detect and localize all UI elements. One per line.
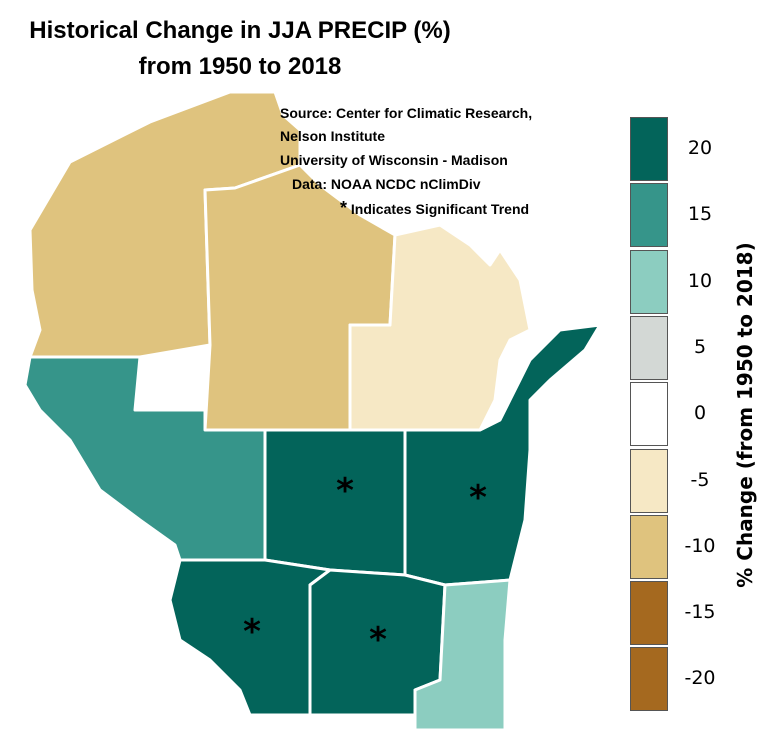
legend-swatch (630, 448, 668, 513)
legend-label: 10 (687, 269, 713, 292)
legend-label: -5 (690, 468, 710, 491)
legend-label: 15 (687, 203, 713, 226)
legend-label: 20 (687, 137, 713, 159)
legend-label: 0 (693, 402, 707, 425)
legend-swatch (630, 183, 668, 248)
legend-label: -10 (684, 534, 716, 557)
significance-note-text: Indicates Significant Trend (350, 201, 530, 217)
legend-swatch (630, 315, 668, 380)
source-line1: Source: Center for Climatic Research, (280, 105, 533, 121)
significance-star-southwest: * (243, 612, 261, 652)
legend-label: 5 (693, 335, 707, 358)
source-line4: Data: NOAA NCDC nClimDiv (292, 176, 481, 192)
significance-star-east-central: * (469, 478, 487, 518)
map-title-line1: Historical Change in JJA PRECIP (%) (29, 17, 451, 44)
star-symbol: * (340, 198, 348, 218)
source-line3: University of Wisconsin - Madison (280, 152, 508, 168)
division-southwest (168, 558, 332, 717)
legend-swatch (630, 249, 668, 314)
division-central (263, 428, 407, 577)
significance-note: * Indicates Significant Trend (340, 199, 529, 218)
legend-swatch (630, 117, 668, 181)
legend-swatch (630, 514, 668, 579)
map-title-line2: from 1950 to 2018 (138, 53, 342, 80)
legend-label: -15 (684, 601, 716, 624)
legend-swatch (630, 581, 668, 646)
source-line2: Nelson Institute (280, 128, 386, 144)
significance-star-south-central: * (369, 620, 387, 660)
division-southeast (413, 578, 512, 732)
legend-title: % Change (from 1950 to 2018) (733, 242, 757, 588)
legend-label: -20 (684, 667, 716, 690)
significance-star-central: * (336, 471, 354, 511)
legend-swatch (630, 382, 668, 447)
division-northeast (348, 223, 532, 432)
legend-swatch (630, 647, 668, 712)
